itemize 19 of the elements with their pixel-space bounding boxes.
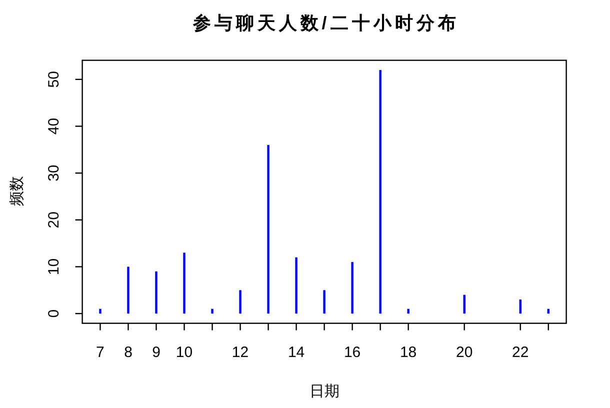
x-tick-label: 9: [152, 344, 160, 361]
x-tick-label: 14: [288, 344, 305, 361]
x-tick-label: 7: [96, 344, 104, 361]
x-tick-label: 20: [456, 344, 473, 361]
x-tick-label: 18: [400, 344, 417, 361]
y-tick-label: 10: [46, 258, 62, 276]
x-tick-label: 8: [124, 344, 132, 361]
x-tick-label: 10: [176, 344, 193, 361]
y-tick-label: 0: [46, 309, 62, 318]
x-tick-label: 16: [344, 344, 361, 361]
y-tick-label: 50: [46, 71, 62, 88]
x-tick-label: 22: [512, 344, 529, 361]
y-tick-label: 30: [46, 164, 62, 182]
x-axis-title: 日期: [309, 383, 340, 400]
y-tick-label: 20: [46, 212, 62, 228]
y-axis-title: 频数: [8, 176, 26, 206]
x-tick-label: 12: [232, 344, 249, 361]
chart-title: 参与聊天人数/二十小时分布: [192, 13, 460, 33]
y-tick-label: 40: [46, 118, 62, 135]
